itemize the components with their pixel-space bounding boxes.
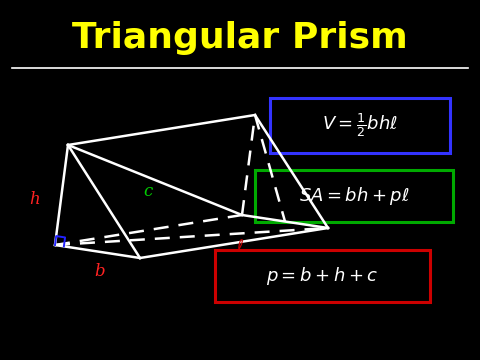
Text: $p = b + h + c$: $p = b + h + c$ [266, 265, 379, 287]
Text: b: b [95, 264, 105, 280]
Bar [270, 98, 450, 153]
Text: Triangular Prism: Triangular Prism [72, 21, 408, 55]
Bar [255, 170, 453, 222]
Text: $\ell$: $\ell$ [236, 239, 244, 256]
Bar [215, 250, 430, 302]
Text: c: c [144, 184, 153, 201]
Text: h: h [30, 192, 40, 208]
Text: $V = \frac{1}{2}bh\ell$: $V = \frac{1}{2}bh\ell$ [322, 112, 398, 139]
Text: $SA = bh + p\ell$: $SA = bh + p\ell$ [299, 185, 409, 207]
